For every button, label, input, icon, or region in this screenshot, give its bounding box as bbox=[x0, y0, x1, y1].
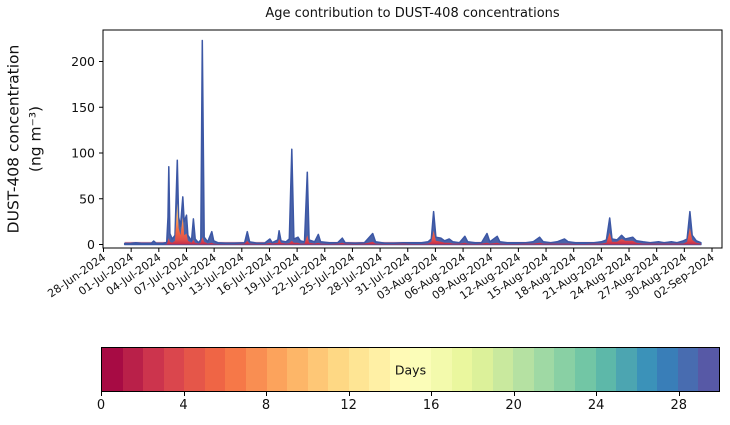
young-age-core-area bbox=[124, 203, 701, 245]
colorbar-segment-day-15 bbox=[410, 348, 431, 391]
colorbar-segment-day-29 bbox=[698, 348, 719, 391]
y-tick-label: 200 bbox=[71, 54, 95, 69]
colorbar-gradient bbox=[102, 348, 719, 391]
colorbar-segment-day-7 bbox=[245, 348, 267, 391]
colorbar-segment-day-28 bbox=[677, 348, 699, 391]
plot-border bbox=[102, 29, 723, 249]
y-tick-label: 0 bbox=[87, 237, 95, 252]
colorbar: Days bbox=[101, 347, 720, 392]
y-tick-label: 150 bbox=[71, 100, 95, 115]
colorbar-tick bbox=[513, 392, 515, 396]
colorbar-segment-day-4 bbox=[184, 348, 205, 391]
chart-title: Age contribution to DUST-408 concentrati… bbox=[265, 6, 560, 21]
colorbar-tick-label: 20 bbox=[505, 398, 522, 413]
data-layers bbox=[123, 39, 702, 246]
colorbar-segment-day-5 bbox=[204, 348, 226, 391]
colorbar-tick-label: 28 bbox=[670, 398, 687, 413]
colorbar-tick bbox=[596, 392, 598, 396]
colorbar-segment-day-14 bbox=[389, 348, 411, 391]
colorbar-segment-day-21 bbox=[533, 348, 555, 391]
colorbar-segment-day-8 bbox=[266, 348, 288, 391]
colorbar-segment-day-6 bbox=[225, 348, 246, 391]
colorbar-tick-label: 24 bbox=[587, 398, 605, 413]
colorbar-segment-day-26 bbox=[636, 348, 658, 391]
colorbar-segment-day-9 bbox=[287, 348, 308, 391]
colorbar-tick-label: 12 bbox=[340, 398, 357, 413]
colorbar-segment-day-16 bbox=[431, 348, 452, 391]
colorbar-tick-label: 8 bbox=[261, 398, 271, 413]
colorbar-tick bbox=[431, 392, 433, 396]
colorbar-tick-label: 0 bbox=[96, 398, 106, 413]
colorbar-tick-label: 4 bbox=[179, 398, 188, 413]
colorbar-segment-day-20 bbox=[513, 348, 534, 391]
colorbar-segment-day-19 bbox=[492, 348, 514, 391]
colorbar-segment-day-10 bbox=[307, 348, 329, 391]
y-tick-label: 50 bbox=[79, 191, 95, 206]
colorbar-tick bbox=[678, 392, 680, 396]
colorbar-tick bbox=[266, 392, 268, 396]
total-concentration-area bbox=[123, 39, 702, 246]
colorbar-segment-day-3 bbox=[163, 348, 185, 391]
colorbar-segment-day-13 bbox=[369, 348, 390, 391]
colorbar-tick bbox=[348, 392, 350, 396]
colorbar-segment-day-25 bbox=[616, 348, 637, 391]
colorbar-segment-day-2 bbox=[143, 348, 164, 391]
colorbar-segment-day-12 bbox=[348, 348, 370, 391]
colorbar-segment-day-17 bbox=[451, 348, 473, 391]
colorbar-segment-day-27 bbox=[657, 348, 678, 391]
colorbar-tick-label: 16 bbox=[422, 398, 440, 413]
colorbar-tick bbox=[183, 392, 185, 396]
y-tick-label: 100 bbox=[71, 146, 95, 161]
colorbar-segment-day-23 bbox=[574, 348, 596, 391]
colorbar-segment-day-22 bbox=[554, 348, 575, 391]
colorbar-segment-day-0 bbox=[102, 348, 123, 391]
colorbar-segment-day-18 bbox=[472, 348, 493, 391]
axes: 05010015020028-Jun-202401-Jul-202404-Jul… bbox=[45, 29, 723, 302]
colorbar-segment-day-11 bbox=[328, 348, 349, 391]
colorbar-segment-day-24 bbox=[595, 348, 617, 391]
colorbar-tick bbox=[101, 392, 102, 396]
colorbar-segment-day-1 bbox=[122, 348, 144, 391]
